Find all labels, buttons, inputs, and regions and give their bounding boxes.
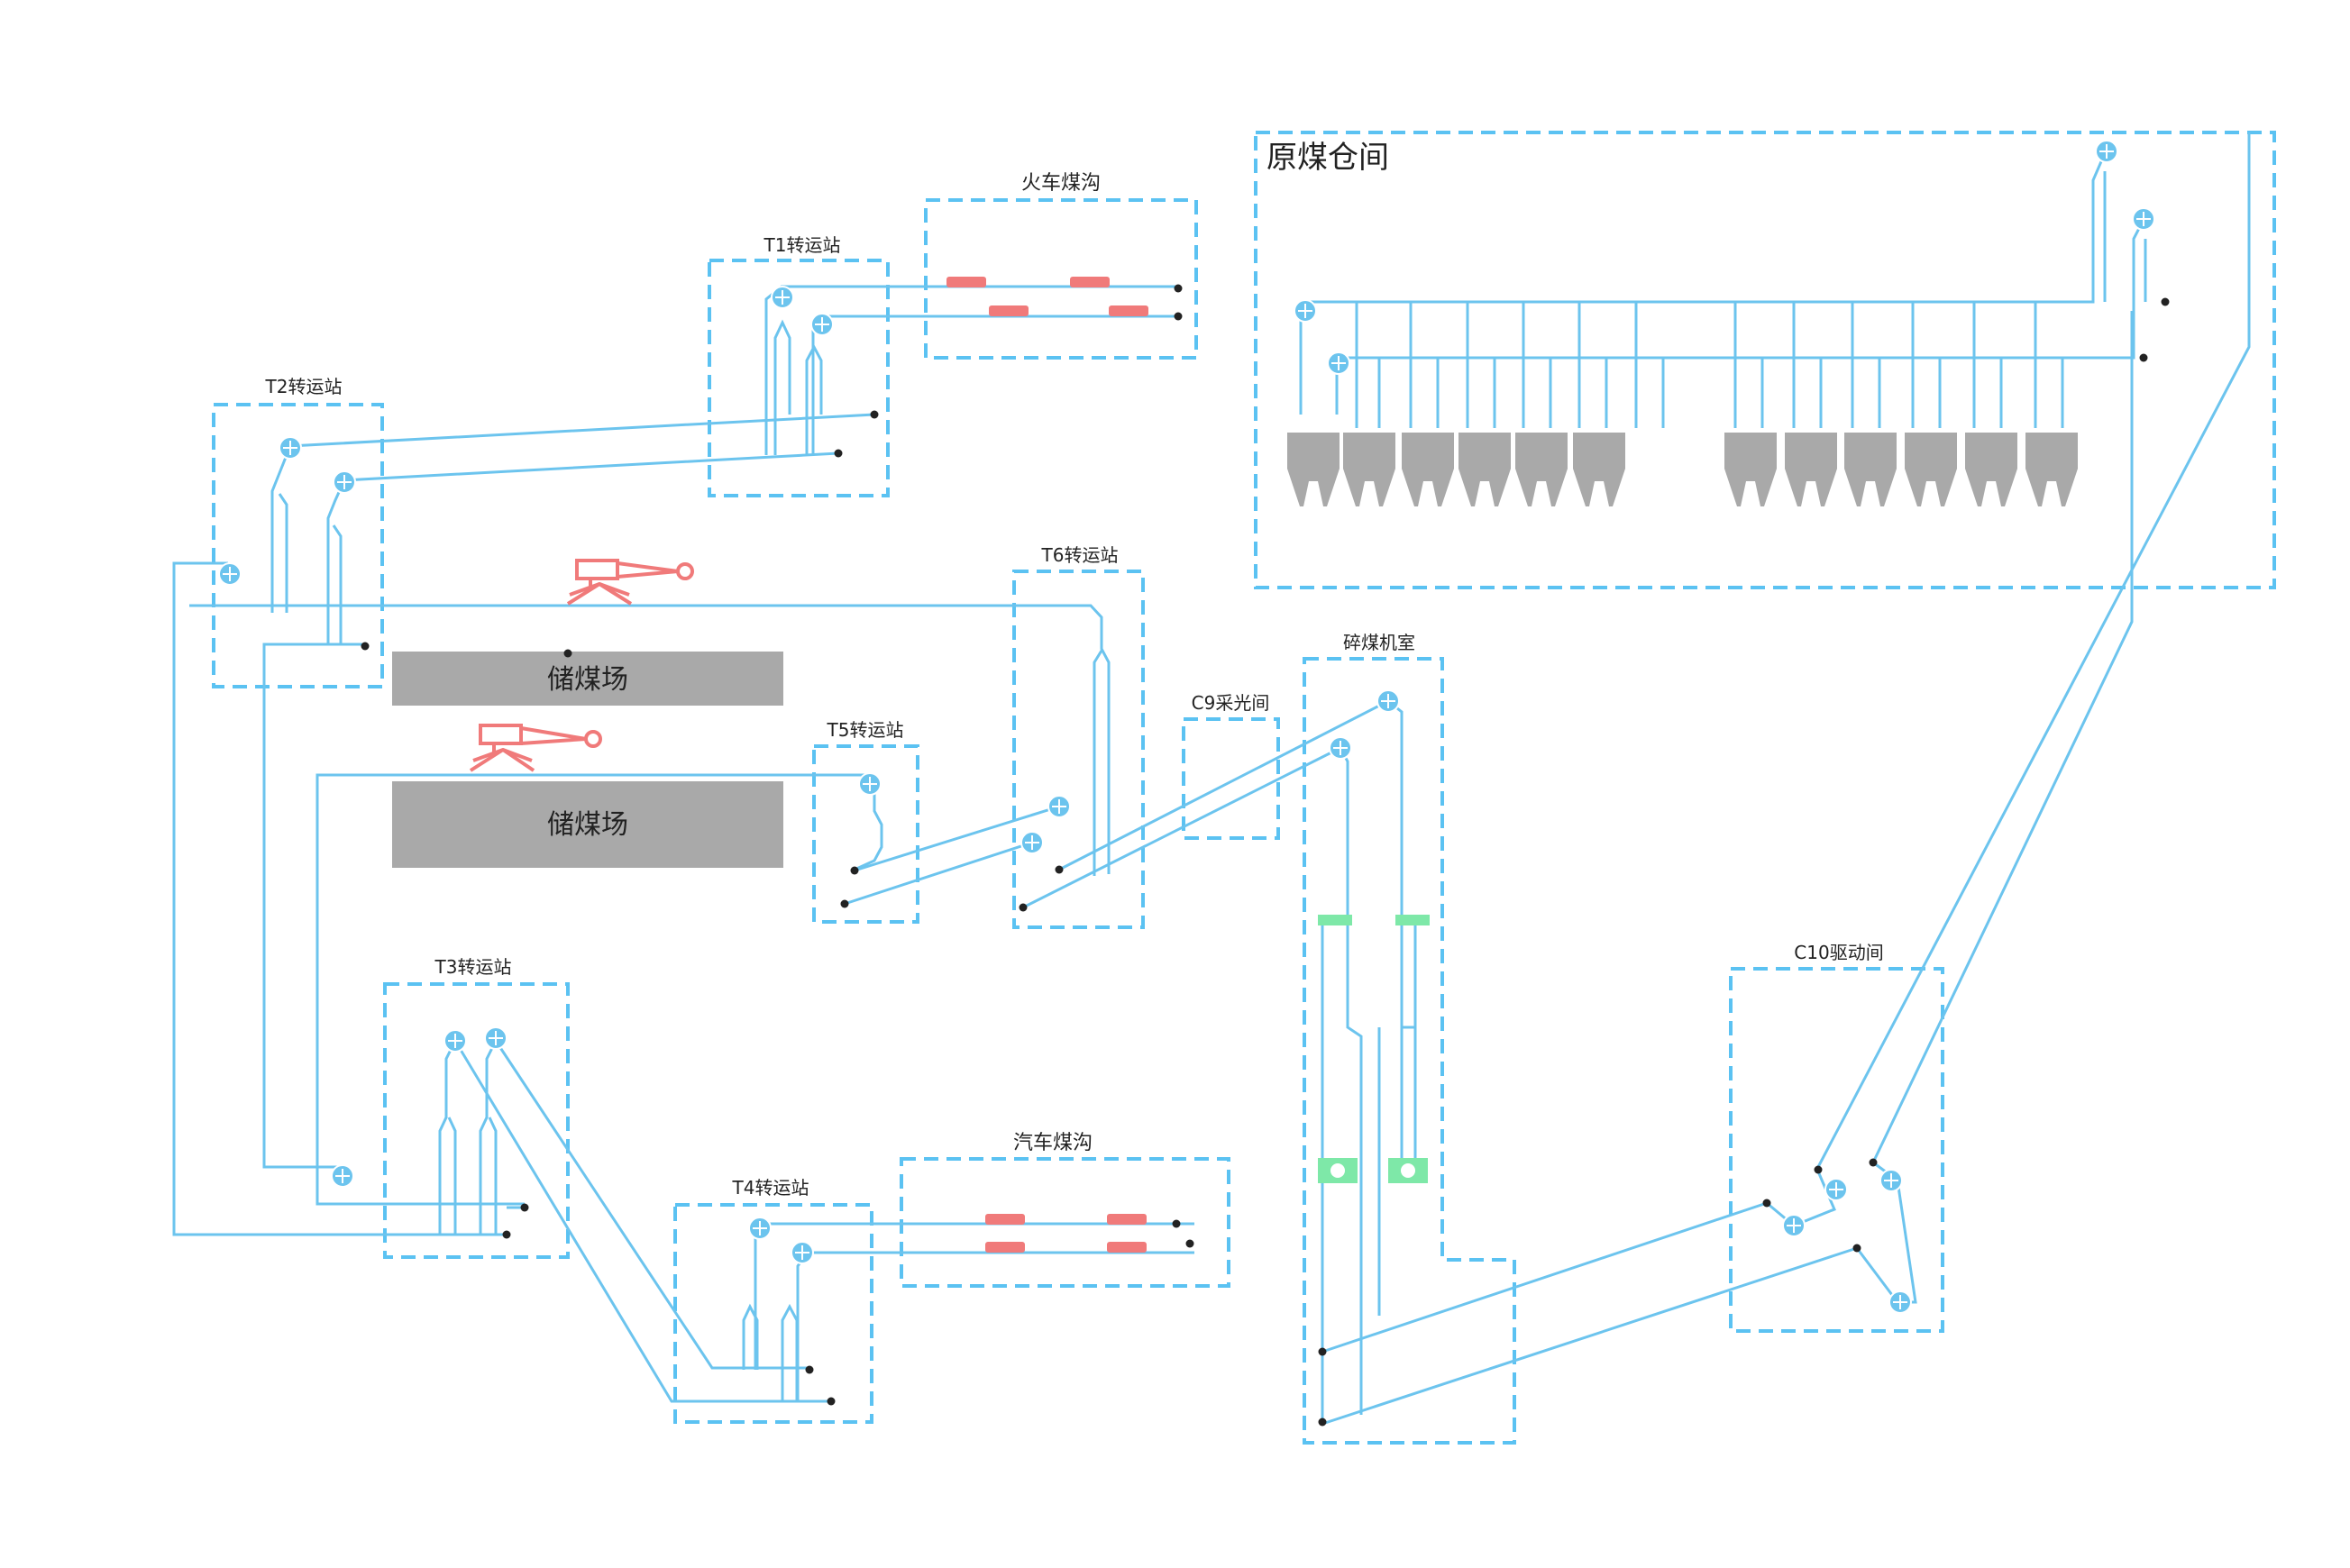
zone-title-raw-coal-bunker: 原煤仓间 — [1266, 140, 1389, 176]
label-c9: C9采光间 — [1192, 692, 1270, 714]
pulley-bunker-c — [1294, 299, 1317, 323]
label-t1: T1转运站 — [764, 234, 841, 256]
belt-t2-loop-inner — [262, 643, 365, 1169]
belt-crusher-c10-a — [1321, 1201, 1768, 1354]
pulley-c10-a — [1782, 1214, 1806, 1237]
belt-t5-t6-b — [844, 841, 1033, 906]
belt-t6-crusher-b — [1022, 746, 1341, 909]
pulley-c10-d — [1888, 1290, 1912, 1314]
pulley-t6-a — [1047, 795, 1071, 818]
stacker-reclaimer-upper — [566, 559, 694, 606]
pulley-bunker-d — [1327, 351, 1350, 375]
train-pit-feeders — [946, 277, 1148, 316]
pulley-t1-b — [810, 313, 834, 336]
belt-crusher-a — [1387, 699, 1404, 1181]
coal-yard-lower-label: 储煤场 — [547, 809, 628, 841]
head-pulleys — [218, 140, 2155, 1314]
pulley-t2-c — [218, 562, 242, 586]
belt-yard-lower — [315, 773, 870, 1206]
belt-train-pit-c — [773, 319, 791, 455]
pulley-c10-c — [1879, 1169, 1903, 1192]
zone-crusher — [1303, 657, 1516, 1445]
belt-bunker-top — [1299, 152, 2107, 415]
pulley-t4-a — [748, 1217, 772, 1240]
label-t5: T5转运站 — [827, 719, 904, 741]
label-t6: T6转运站 — [1041, 544, 1119, 566]
belt-crusher-c10-b — [1321, 1246, 1858, 1426]
silo-11 — [1965, 433, 2017, 506]
truck-pit-feeders — [985, 1214, 1147, 1253]
belt-t6-crusher-a — [1058, 699, 1389, 871]
zone-c10 — [1729, 967, 1944, 1333]
pulley-t1-a — [771, 286, 794, 309]
silo-10 — [1905, 433, 1957, 506]
label-t2: T2转运站 — [265, 376, 343, 397]
coal-yard-upper-label: 储煤场 — [547, 664, 628, 696]
silo-7 — [1724, 433, 1777, 506]
silo-2 — [1343, 433, 1395, 506]
coal-yard-upper: 储煤场 — [392, 652, 783, 706]
belt-train-pit-b — [811, 315, 1178, 455]
pulley-t5-a — [858, 772, 882, 796]
zone-t3 — [383, 982, 570, 1259]
belt-t1-t2-b — [326, 451, 839, 644]
zone-train-pit — [924, 198, 1198, 360]
silo-4 — [1458, 433, 1511, 506]
zone-t6 — [1012, 570, 1145, 929]
pulley-bunker-b — [2132, 207, 2155, 231]
silo-9 — [1844, 433, 1897, 506]
silo-3 — [1402, 433, 1454, 506]
silo-5 — [1515, 433, 1568, 506]
zone-t1 — [708, 259, 890, 497]
pulley-t3-a — [443, 1029, 467, 1053]
label-t3: T3转运站 — [434, 956, 512, 978]
belt-t2-loop-outer — [172, 561, 507, 1236]
belt-network — [172, 132, 2251, 1426]
pulley-crusher-b — [1329, 736, 1352, 760]
label-crusher: 碎煤机室 — [1343, 632, 1415, 653]
silo-8 — [1785, 433, 1837, 506]
pulley-t6-b — [1020, 831, 1044, 854]
zone-t5 — [812, 744, 919, 924]
zone-c9 — [1182, 717, 1280, 840]
zone-raw-coal-bunker — [1254, 131, 2276, 589]
belt-t3-t4 — [438, 1040, 1194, 1403]
belt-train-pit-d — [805, 343, 823, 455]
coal-yard-lower: 储煤场 — [392, 781, 783, 868]
stacker-reclaimer-lower — [469, 724, 602, 772]
vibrating-screens — [1318, 915, 1430, 1183]
label-t4: T4转运站 — [732, 1177, 809, 1199]
pulley-bunker-a — [2095, 140, 2118, 163]
pulley-t3-b — [484, 1026, 507, 1050]
belt-t2-drop-a — [278, 493, 288, 613]
label-train-pit: 火车煤沟 — [1021, 172, 1101, 195]
pulley-crusher-a — [1376, 689, 1400, 713]
pulley-t4-b — [791, 1241, 814, 1264]
pulley-c10-b — [1824, 1178, 1848, 1201]
pulley-t2-a — [279, 436, 302, 460]
pulley-t2-b — [333, 470, 356, 494]
belt-t5-t6-a — [854, 805, 1060, 872]
coal-silos — [1287, 433, 2078, 506]
belt-bunker-bottom — [1335, 215, 2147, 415]
bunker-drops — [1355, 302, 2064, 428]
belt-t2-drop-b — [332, 524, 343, 644]
label-c10: C10驱动间 — [1794, 942, 1883, 963]
belt-t2-yard-upper — [189, 604, 1111, 874]
belt-crusher-b — [1339, 747, 1363, 1415]
silo-12 — [2025, 433, 2078, 506]
belt-c10-bunker-a — [1816, 132, 2251, 1168]
belt-t6-drop — [1093, 650, 1103, 876]
belt-t1-t2-a — [270, 413, 875, 613]
belt-c10-bunker-b — [1871, 311, 2134, 1163]
silo-6 — [1573, 433, 1625, 506]
zone-t4 — [673, 1203, 873, 1424]
tail-pulleys — [361, 284, 2170, 1427]
label-truck-pit: 汽车煤沟 — [1013, 1132, 1093, 1154]
silo-1 — [1287, 433, 1340, 506]
pulley-t3-c — [331, 1164, 354, 1188]
